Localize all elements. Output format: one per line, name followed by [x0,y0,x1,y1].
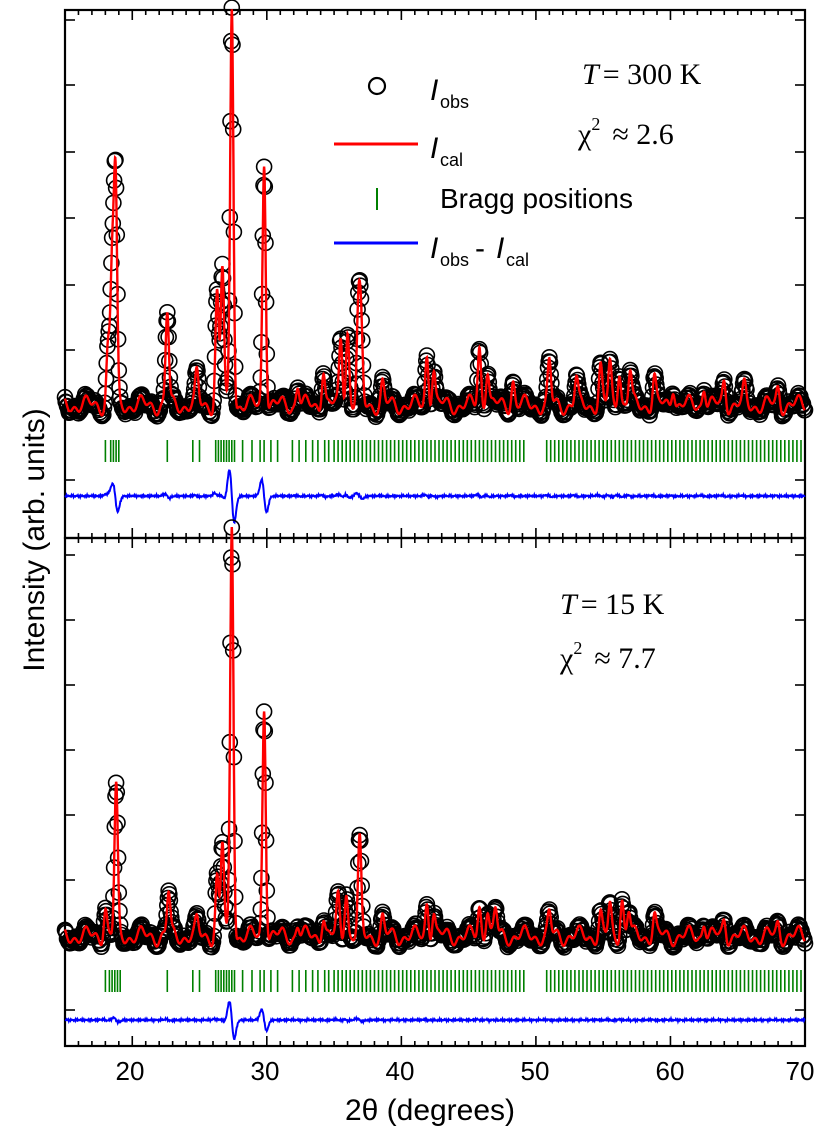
top-panel-plot [56,0,814,525]
observed-point [373,908,391,926]
legend-difference-sub2: cal [506,250,529,270]
legend-observed-sub: obs [440,92,469,112]
legend-observed-I: I [430,74,438,107]
observed-point [188,904,206,922]
legend: I obs I cal Bragg positions I obs - I ca… [334,74,633,270]
legend-calculated-sub: cal [440,150,463,170]
difference-line [64,1001,806,1041]
legend-observed-marker [367,76,387,96]
x-tick-label: 20 [116,1056,145,1086]
bottom-annotation: T = 15 K χ2 ≈ 7.7 [559,588,665,675]
observed-point [796,401,814,419]
bottom-panel-plot [56,519,814,1041]
bottom-chi-squared: χ2 ≈ 7.7 [559,638,656,675]
top-temperature: T = 300 K [582,58,702,91]
legend-difference-I2: I [496,232,504,265]
top-annotation: T = 300 K χ2 ≈ 2.6 [577,58,702,151]
x-tick-labels: 20 30 40 50 60 70 [116,1056,815,1086]
legend-calculated-I: I [430,132,438,165]
x-tick-label: 30 [251,1056,280,1086]
x-tick-label: 70 [786,1056,815,1086]
x-tick-label: 60 [656,1056,685,1086]
axis-ticks [64,10,806,1046]
difference-line [64,469,806,525]
calculated-line [63,9,806,417]
legend-difference-dash: - [475,232,485,265]
bottom-temperature: T = 15 K [560,588,665,621]
y-axis-label: Intensity (arb. units) [18,408,51,671]
calculated-line [63,527,806,948]
top-chi-squared: χ2 ≈ 2.6 [577,114,674,151]
observed-point [796,935,814,952]
bottom-panel-frame [63,536,807,1048]
x-tick-label: 50 [521,1056,550,1086]
x-axis-label: 2θ (degrees) [345,1094,515,1127]
legend-difference-I1: I [430,232,438,265]
legend-difference-sub1: obs [440,250,469,270]
legend-bragg-label: Bragg positions [440,183,633,214]
observed-point [151,401,169,419]
x-tick-label: 40 [386,1056,415,1086]
